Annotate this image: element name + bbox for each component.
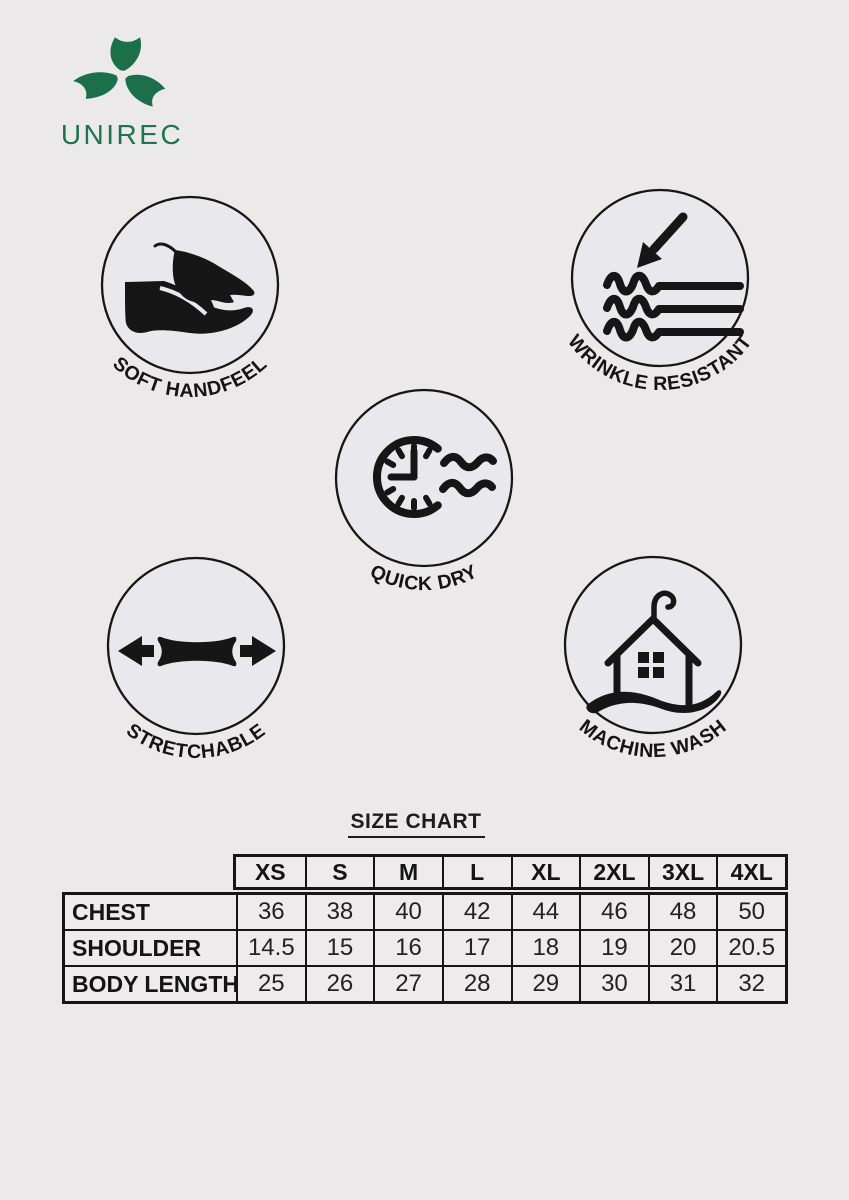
table-row-shoulder: SHOULDER 14.5 15 16 17 18 19 20 20.5	[65, 929, 785, 965]
feature-stretchable: STRETCHABLE	[106, 556, 286, 763]
feature-circle	[334, 388, 514, 568]
trefoil-leaves-icon	[73, 37, 166, 107]
size-column-header: L	[441, 857, 511, 887]
cell-value: 25	[236, 967, 305, 1001]
feature-machine-wash: MACHINE WASH	[563, 555, 743, 762]
cell-value: 26	[304, 967, 374, 1001]
size-chart-table: XS S M L XL 2XL 3XL 4XL CHEST 36 38 40 4…	[62, 854, 788, 1004]
feature-quick-dry: QUICK DRY	[334, 388, 514, 595]
table-row-chest: CHEST 36 38 40 42 44 46 48 50	[65, 895, 785, 929]
size-column-header: S	[304, 857, 374, 887]
feature-circle	[570, 188, 750, 368]
hand-feather-icon	[125, 242, 255, 334]
cell-value: 20.5	[716, 931, 785, 965]
stretch-arrows-fabric-icon	[118, 636, 276, 667]
row-label: CHEST	[72, 898, 150, 925]
cell-value: 17	[441, 931, 511, 965]
size-column-header: 2XL	[579, 857, 648, 887]
row-label: SHOULDER	[72, 934, 202, 961]
table-row-body-length: BODY LENGTH 25 26 27 28 29 30 31 32	[65, 965, 785, 1001]
size-column-header: 3XL	[647, 857, 717, 887]
size-column-header: M	[373, 857, 442, 887]
size-chart-header-row: XS S M L XL 2XL 3XL 4XL	[233, 854, 788, 890]
cell-value: 32	[716, 967, 785, 1001]
feature-soft-handfeel: SOFT HANDFEEL	[100, 195, 280, 402]
row-label: BODY LENGTH	[72, 970, 239, 997]
cell-value: 44	[510, 895, 580, 929]
cell-value: 28	[441, 967, 511, 1001]
cell-value: 29	[510, 967, 580, 1001]
cell-value: 48	[647, 895, 717, 929]
size-column-header: XL	[510, 857, 580, 887]
feature-wrinkle-resistant: WRINKLE RESISTANT	[563, 188, 756, 395]
cell-value: 50	[716, 895, 785, 929]
cell-value: 36	[236, 895, 305, 929]
wash-house-hanger-icon	[586, 590, 722, 714]
cell-value: 27	[373, 967, 442, 1001]
cell-value: 31	[647, 967, 717, 1001]
size-column-header: XS	[254, 858, 286, 885]
clock-wind-icon	[372, 436, 497, 518]
cell-value: 38	[304, 895, 374, 929]
size-chart-title-wrap: SIZE CHART	[0, 810, 832, 838]
cell-value: 16	[373, 931, 442, 965]
cell-value: 15	[304, 931, 374, 965]
brand-name: UNIREC	[60, 119, 184, 150]
size-chart-body: CHEST 36 38 40 42 44 46 48 50 SHOULDER 1…	[62, 892, 788, 1004]
cell-value: 18	[510, 931, 580, 965]
arrow-wrinkle-lines-icon	[603, 212, 744, 342]
feature-circle	[563, 555, 743, 735]
size-chart-title: SIZE CHART	[347, 810, 485, 838]
cell-value: 46	[579, 895, 648, 929]
cell-value: 20	[647, 931, 717, 965]
cell-value: 19	[579, 931, 648, 965]
cell-value: 14.5	[236, 931, 305, 965]
brand-logo: UNIREC	[46, 34, 198, 151]
cell-value: 30	[579, 967, 648, 1001]
cell-value: 42	[441, 895, 511, 929]
size-column-header: 4XL	[716, 857, 785, 887]
cell-value: 40	[373, 895, 442, 929]
